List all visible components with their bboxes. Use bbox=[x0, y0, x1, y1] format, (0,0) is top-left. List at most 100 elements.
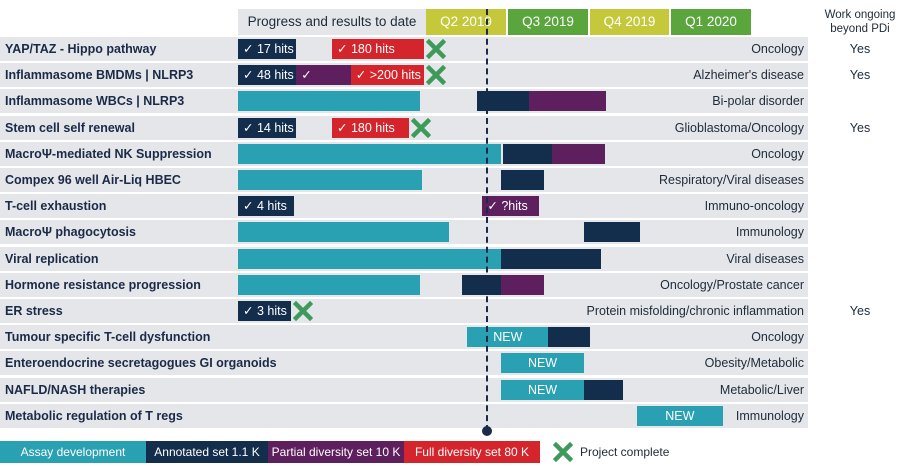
row-label: NAFLD/NASH therapies bbox=[5, 382, 146, 397]
row-area: Glioblastoma/Oncology bbox=[0, 116, 808, 140]
therapeutic-area: Immunology bbox=[735, 408, 804, 423]
work-ongoing-value bbox=[808, 168, 912, 192]
row-area: Protein misfolding/chronic inflammation bbox=[0, 299, 808, 323]
bar-full: ✓ >200 hits bbox=[350, 65, 425, 86]
row-area: Oncology bbox=[0, 37, 808, 61]
row-label: MacroΨ-mediated NK Suppression bbox=[5, 146, 212, 161]
header-q1-2020: Q1 2020 bbox=[671, 9, 751, 35]
work-ongoing-value bbox=[808, 325, 912, 349]
row-area: Respiratory/Viral diseases bbox=[0, 168, 808, 192]
today-marker bbox=[482, 426, 492, 436]
gantt-row: NAFLD/NASH therapies Metabolic/Liver NEW bbox=[0, 377, 912, 402]
bar-assay bbox=[238, 222, 449, 243]
row-label: Stem cell self renewal bbox=[5, 120, 135, 135]
bar-assay bbox=[238, 91, 421, 112]
row-label: Inflammasome BMDMs | NLRP3 bbox=[5, 68, 194, 83]
bar-annotated: ✓ 14 hits bbox=[238, 117, 297, 138]
bar-annotated: ✓ 4 hits bbox=[238, 196, 295, 217]
bar-assay: NEW bbox=[467, 327, 549, 348]
work-ongoing-value: Yes bbox=[849, 120, 871, 135]
row-area: Oncology bbox=[0, 325, 808, 349]
gantt-row: Viral replication Viral diseases bbox=[0, 246, 912, 271]
work-ongoing-value: Yes bbox=[849, 304, 871, 318]
gantt-row: Stem cell self renewal Glioblastoma/Oncol… bbox=[0, 115, 912, 140]
row-background bbox=[0, 299, 808, 323]
row-label: Hormone resistance progression bbox=[5, 277, 201, 292]
row-area: Immunology bbox=[0, 404, 808, 428]
bar-annotated bbox=[548, 327, 590, 348]
row-label: Viral replication bbox=[5, 251, 99, 266]
row-label: Inflammasome WBCs | NLRP3 bbox=[5, 94, 185, 109]
work-ongoing-value bbox=[808, 273, 912, 297]
therapeutic-area: Alzheimer's disease bbox=[693, 68, 804, 83]
therapeutic-area: Oncology/Prostate cancer bbox=[660, 277, 804, 292]
therapeutic-area: Immuno-oncology bbox=[704, 199, 804, 214]
row-label: ER stress bbox=[5, 304, 63, 318]
bar-assay: NEW bbox=[636, 405, 724, 426]
therapeutic-area: Bi-polar disorder bbox=[712, 94, 804, 109]
row-label: YAP/TAZ - Hippo pathway bbox=[5, 42, 157, 56]
bar-annotated bbox=[583, 379, 624, 400]
row-background bbox=[0, 351, 808, 376]
therapeutic-area: Viral diseases bbox=[726, 251, 804, 266]
bar-partial bbox=[529, 91, 607, 112]
work-ongoing-value: Yes bbox=[849, 42, 871, 56]
bar-annotated bbox=[583, 222, 641, 243]
legend-assay: Assay development bbox=[0, 441, 146, 463]
work-ongoing-value: Yes bbox=[849, 68, 871, 83]
legend-complete-icon bbox=[552, 441, 574, 463]
row-area: Immunology bbox=[0, 220, 808, 244]
gantt-row: Metabolic regulation of T regs Immunology… bbox=[0, 403, 912, 428]
header-q2-2019: Q2 2019 bbox=[426, 9, 506, 35]
header-work-ongoing: Work ongoing beyond PDi bbox=[808, 8, 912, 36]
legend-full: Full diversity set 80 K bbox=[404, 441, 540, 463]
gantt-row: Hormone resistance progression Oncology/P… bbox=[0, 272, 912, 297]
row-area: Immuno-oncology bbox=[0, 194, 808, 218]
bar-partial: ✓ bbox=[296, 65, 351, 86]
bar-assay bbox=[238, 143, 502, 164]
legend-partial: Partial diversity set 10 K bbox=[268, 441, 404, 463]
bar-full: ✓ 180 hits bbox=[332, 39, 425, 59]
therapeutic-area: Oncology bbox=[751, 42, 804, 56]
bar-partial: ✓ ?hits bbox=[482, 196, 539, 217]
bar-assay: NEW bbox=[501, 379, 584, 400]
therapeutic-area: Obesity/Metabolic bbox=[704, 356, 804, 371]
work-ongoing-value bbox=[808, 194, 912, 218]
today-line bbox=[486, 9, 488, 431]
bar-annotated bbox=[476, 91, 530, 112]
gantt-row: Inflammasome WBCs | NLRP3 Bi-polar disord… bbox=[0, 89, 912, 114]
row-area: Obesity/Metabolic bbox=[0, 351, 808, 375]
gantt-row: Compex 96 well Air-Liq HBEC Respiratory/V… bbox=[0, 168, 912, 192]
work-ongoing-value bbox=[808, 378, 912, 402]
row-label: Compex 96 well Air-Liq HBEC bbox=[5, 173, 181, 187]
work-ongoing-value bbox=[808, 89, 912, 113]
work-ongoing-value bbox=[808, 404, 912, 428]
bar-assay bbox=[238, 274, 421, 295]
bar-full: ✓ 180 hits bbox=[332, 117, 410, 138]
bar-annotated: ✓ 48 hits bbox=[238, 65, 297, 86]
therapeutic-area: Oncology bbox=[751, 146, 804, 161]
bar-assay bbox=[238, 248, 502, 269]
bar-partial bbox=[501, 274, 545, 295]
bar-annotated: ✓ 3 hits bbox=[238, 301, 291, 321]
header-work-line1: Work ongoing bbox=[824, 9, 896, 21]
gantt-row: MacroΨ-mediated NK Suppression Oncology bbox=[0, 141, 912, 166]
therapeutic-area: Respiratory/Viral diseases bbox=[659, 173, 804, 187]
header-work-line2: beyond PDi bbox=[830, 23, 890, 35]
work-ongoing-value bbox=[808, 142, 912, 166]
bar-annotated: ✓ 17 hits bbox=[238, 39, 297, 59]
row-label: Enteroendocrine secretagogues GI organoi… bbox=[5, 356, 277, 371]
row-label: T-cell exhaustion bbox=[5, 199, 107, 214]
work-ongoing-value bbox=[808, 220, 912, 244]
gantt-row: ER stress Protein misfolding/chronic infl… bbox=[0, 299, 912, 323]
work-ongoing-value bbox=[808, 351, 912, 375]
project-complete-icon bbox=[425, 65, 447, 86]
bar-annotated bbox=[503, 143, 552, 164]
row-area: Viral diseases bbox=[0, 247, 808, 271]
project-complete-icon bbox=[410, 117, 432, 138]
therapeutic-area: Glioblastoma/Oncology bbox=[674, 120, 804, 135]
project-complete-icon bbox=[292, 300, 313, 322]
therapeutic-area: Oncology bbox=[751, 330, 804, 345]
bar-annotated bbox=[501, 248, 601, 269]
bar-partial bbox=[552, 143, 605, 164]
